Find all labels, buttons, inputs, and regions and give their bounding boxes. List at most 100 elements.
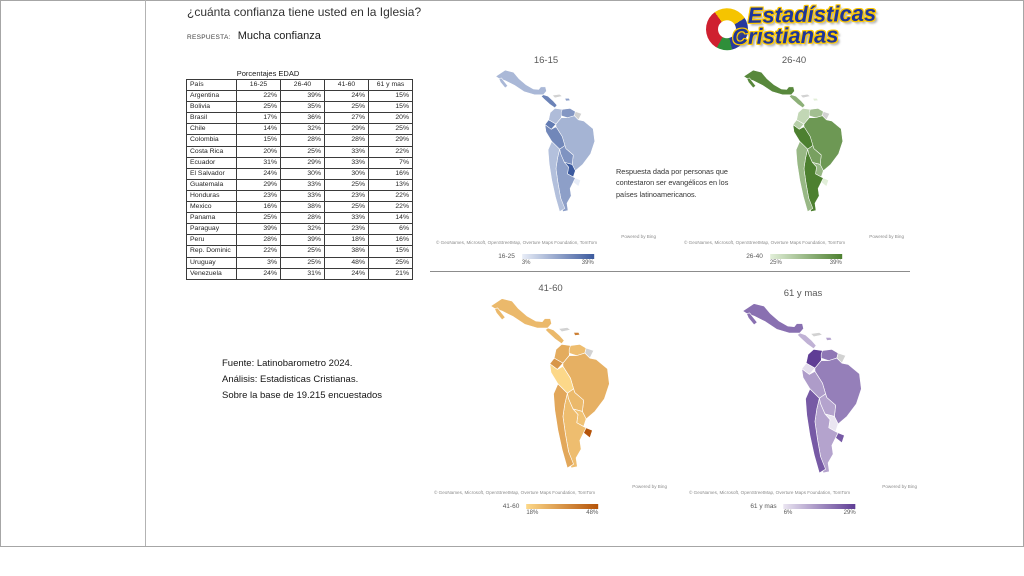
value-cell: 23% <box>236 189 281 203</box>
legend-max: 39% <box>581 260 594 266</box>
horizontal-divider-line <box>430 271 910 272</box>
country-cell: Panama <box>186 212 237 225</box>
value-cell: 23% <box>324 223 369 236</box>
value-cell: 25% <box>368 256 413 269</box>
country-cell: Mexico <box>186 201 237 214</box>
map-legend: 16-25 3% 39% <box>498 253 594 266</box>
table-row: Guatemala 29% 33% 25% 13% <box>186 178 413 191</box>
map-credits-label: © GeoNames, Microsoft, OpenStreetMap, Ov… <box>434 490 596 495</box>
country-cell: Brasil <box>186 112 237 125</box>
table-row: El Salvador 24% 30% 30% 16% <box>186 167 413 180</box>
value-cell: 22% <box>236 90 281 103</box>
value-cell: 39% <box>280 234 325 247</box>
legend-gradient-bar <box>521 254 594 259</box>
table-row: Ecuador 31% 29% 33% 7% <box>186 156 413 169</box>
value-cell: 13% <box>368 178 413 191</box>
map-title: 16-15 <box>533 55 559 66</box>
value-cell: 25% <box>324 178 369 191</box>
col-header-61-plus: 61 y mas <box>368 78 413 92</box>
map-legend: 26-40 25% 39% <box>746 253 842 266</box>
value-cell: 16% <box>236 201 281 214</box>
value-cell: 25% <box>236 101 281 114</box>
map-title: 26-40 <box>781 55 807 66</box>
value-cell: 32% <box>280 123 325 136</box>
powered-by-bing-label: Powered by Bing <box>632 484 667 489</box>
left-divider-line <box>145 0 146 546</box>
value-cell: 16% <box>368 167 413 180</box>
value-cell: 30% <box>324 167 369 180</box>
value-cell: 15% <box>368 245 413 258</box>
choropleth-map-61-plus: 61 y mas Powered by Bing © GeoNames, Mic… <box>683 288 923 523</box>
map-credits-label: © GeoNames, Microsoft, OpenStreetMap, Ov… <box>689 490 851 495</box>
choropleth-map-26-40: 26-40 Powered by Bing © GeoNames, Micros… <box>678 55 910 273</box>
col-header-41-60: 41-60 <box>324 78 369 92</box>
legend-label: 61 y mas <box>750 503 777 510</box>
value-cell: 21% <box>368 267 413 280</box>
value-cell: 14% <box>368 212 413 225</box>
value-cell: 29% <box>368 134 413 147</box>
value-cell: 31% <box>236 156 281 169</box>
value-cell: 14% <box>236 123 281 136</box>
source-line-1: Fuente: Latinobarometro 2024. <box>222 358 353 369</box>
value-cell: 33% <box>324 212 369 225</box>
value-cell: 25% <box>368 123 413 136</box>
legend-label: 41-60 <box>502 503 520 510</box>
map-credits-label: © GeoNames, Microsoft, OpenStreetMap, Ov… <box>436 240 598 245</box>
source-block: Fuente: Latinobarometro 2024. Análisis: … <box>222 356 382 404</box>
country-cell: Ecuador <box>186 156 237 169</box>
value-cell: 38% <box>280 201 325 214</box>
map-legend: 61 y mas 6% 29% <box>750 503 856 516</box>
value-cell: 36% <box>280 112 325 125</box>
latam-map-svg <box>742 303 862 474</box>
choropleth-map-16-25: 16-15 Powered by Bing © GeoNames, Micros… <box>430 55 662 273</box>
value-cell: 24% <box>324 267 369 280</box>
value-cell: 33% <box>280 178 325 191</box>
country-cell: Argentina <box>186 90 237 103</box>
value-cell: 33% <box>324 145 369 158</box>
legend-gradient-bar <box>769 254 842 259</box>
table-row: Rep. Dominic 22% 25% 38% 15% <box>186 245 413 258</box>
value-cell: 24% <box>236 267 281 280</box>
table-body: Argentina 22% 39% 24% 15% Bolivia 25% 35% 25% 15%… <box>186 90 413 280</box>
country-cell: Uruguay <box>186 256 237 269</box>
country-cell: Honduras <box>186 189 237 203</box>
table-row: Paraguay 39% 32% 23% 6% <box>186 223 413 236</box>
value-cell: 16% <box>368 234 413 247</box>
col-header-country: País <box>186 78 237 92</box>
value-cell: 22% <box>368 189 413 203</box>
powered-by-bing-label: Powered by Bing <box>869 234 904 239</box>
country-cell: Chile <box>186 123 237 136</box>
country-cell: Paraguay <box>186 223 237 236</box>
table-row: Peru 28% 39% 18% 16% <box>186 234 413 247</box>
latam-map-svg <box>743 69 843 212</box>
estadisticas-cristianas-logo: Estadísticas Cristianas <box>700 0 896 57</box>
table-row: Honduras 23% 33% 23% 22% <box>186 189 413 203</box>
legend-gradient-bar <box>526 504 599 509</box>
value-cell: 28% <box>324 134 369 147</box>
value-cell: 15% <box>368 90 413 103</box>
value-cell: 25% <box>324 101 369 114</box>
value-cell: 3% <box>236 256 281 269</box>
col-header-16-25: 16-25 <box>236 78 281 92</box>
value-cell: 24% <box>236 167 281 180</box>
map-title: 41-60 <box>538 283 563 294</box>
value-cell: 33% <box>324 156 369 169</box>
logo-word-2: Cristianas <box>731 22 839 50</box>
value-cell: 28% <box>236 234 281 247</box>
country-cell: Guatemala <box>186 178 237 191</box>
source-line-3: Sobre la base de 19.215 encuestados <box>222 390 383 402</box>
value-cell: 15% <box>236 134 281 147</box>
powered-by-bing-label: Powered by Bing <box>621 234 656 239</box>
legend-max: 39% <box>829 260 842 266</box>
value-cell: 48% <box>324 256 369 269</box>
value-cell: 24% <box>324 90 369 103</box>
legend-max: 48% <box>586 510 599 516</box>
value-cell: 28% <box>280 134 325 147</box>
value-cell: 25% <box>324 201 369 214</box>
table-row: Panama 25% 28% 33% 14% <box>186 212 413 225</box>
percentages-by-age-table: País 16-25 26-40 41-60 61 y mas Argentin… <box>186 78 413 280</box>
table-row: Costa Rica 20% 25% 33% 22% <box>186 145 413 158</box>
source-line-2: Análisis: Estadisticas Cristianas. <box>222 374 359 386</box>
choropleth-map-41-60: 41-60 Powered by Bing © GeoNames, Micros… <box>428 283 673 523</box>
value-cell: 39% <box>236 223 281 236</box>
